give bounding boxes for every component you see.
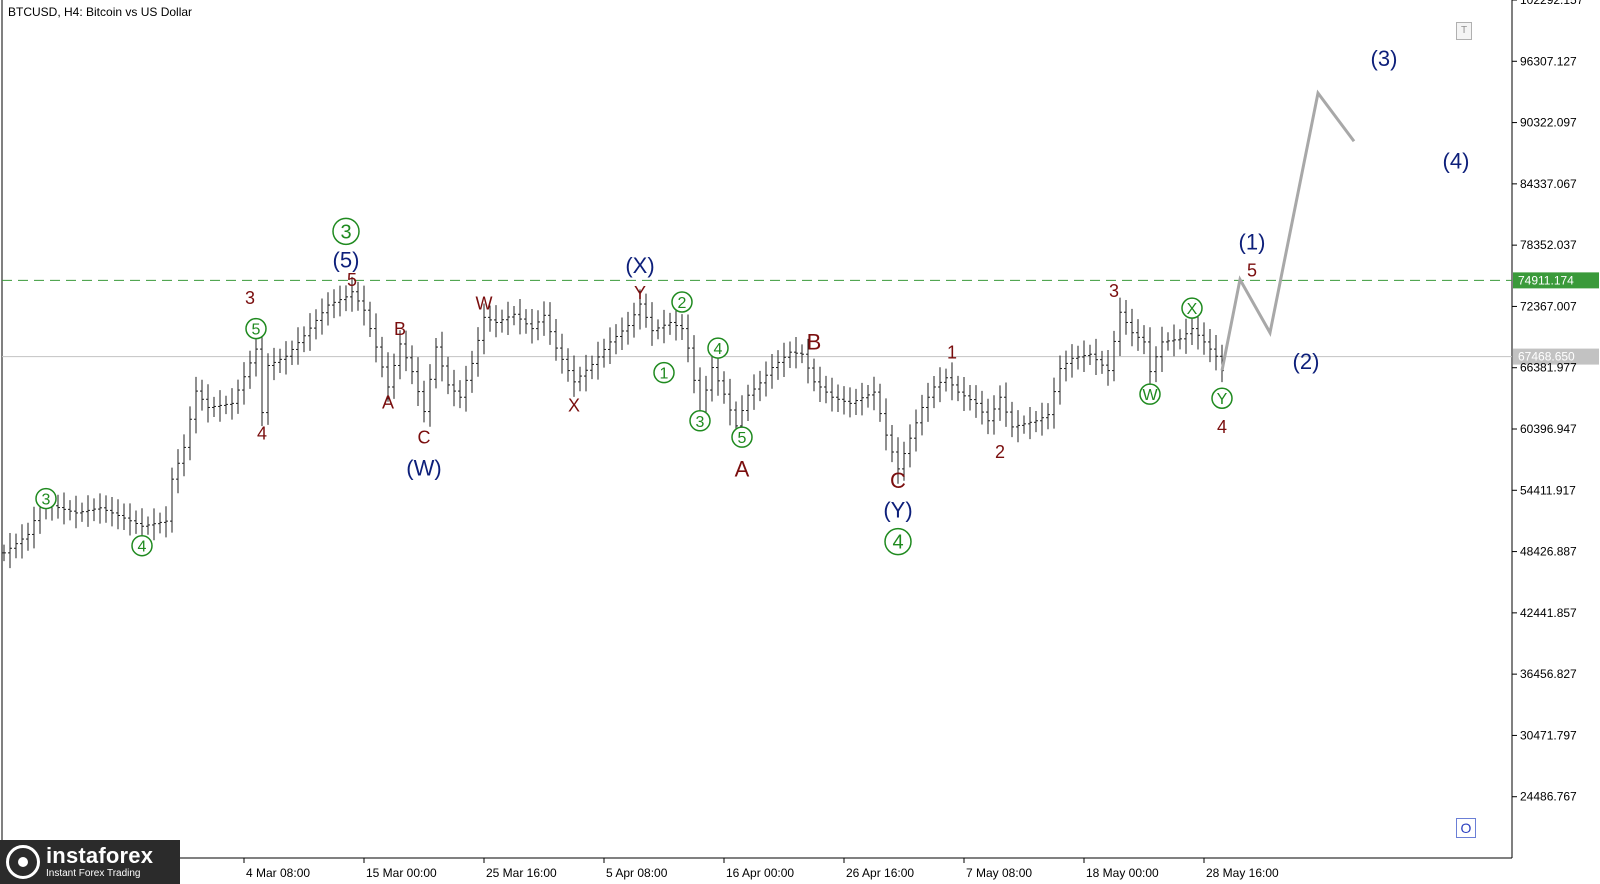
wave-label: 4 — [138, 539, 147, 556]
wave-label: W — [476, 293, 493, 313]
reference-lines: 74911.174 67468.650 — [2, 272, 1599, 365]
wave-label: (4) — [1443, 148, 1470, 173]
wave-label: 3 — [340, 221, 351, 243]
wave-label: B — [394, 319, 406, 339]
wave-label: 1 — [947, 342, 957, 362]
y-tick-label: 72367.007 — [1520, 299, 1577, 313]
wave-label-circle — [1139, 383, 1161, 405]
wave-label: 4 — [257, 423, 267, 443]
y-tick-label: 42441.857 — [1520, 606, 1577, 620]
y-tick-label: 30471.797 — [1520, 728, 1577, 742]
x-tick-label: 25 Mar 16:00 — [486, 866, 557, 880]
wave-label: X — [568, 396, 580, 416]
y-tick-label: 54411.917 — [1520, 483, 1576, 497]
y-tick-label: 48426.887 — [1520, 545, 1577, 559]
wave-label-circle — [332, 217, 360, 246]
wave-label-circle — [245, 317, 267, 340]
wave-label-circle — [689, 410, 711, 432]
wave-label: (3) — [1371, 46, 1398, 71]
wave-label: B — [807, 330, 822, 355]
y-tick-label: 36456.827 — [1520, 667, 1577, 681]
price-box-label: 74911.174 — [1518, 273, 1574, 287]
toggle-panel-button[interactable]: T — [1456, 22, 1472, 40]
y-tick-label: 96307.127 — [1520, 54, 1577, 68]
gear-icon — [6, 845, 40, 879]
wave-label: 3 — [42, 492, 51, 509]
wave-label: 5 — [1247, 261, 1257, 281]
wave-label: C — [418, 427, 431, 447]
x-tick-label: 5 Apr 08:00 — [606, 866, 668, 880]
brand-logo: instaforex Instant Forex Trading — [0, 840, 180, 884]
wave-label: 2 — [678, 295, 687, 312]
wave-label-circle — [35, 487, 57, 510]
y-tick-label: 84337.067 — [1520, 177, 1577, 191]
wave-label: 1 — [660, 366, 669, 383]
brand-name: instaforex — [46, 843, 154, 868]
x-tick-label: 26 Apr 16:00 — [846, 866, 914, 880]
chart-title: BTCUSD, H4: Bitcoin vs US Dollar — [8, 5, 192, 19]
wave-label: (5) — [333, 248, 360, 273]
wave-label: 4 — [892, 532, 903, 554]
x-tick-label: 18 May 00:00 — [1086, 866, 1159, 880]
y-tick-label: 90322.097 — [1520, 116, 1577, 130]
x-tick-label: 7 May 08:00 — [966, 866, 1032, 880]
wave-label: (Y) — [883, 498, 912, 523]
wave-label-circle — [671, 291, 693, 313]
wave-label: A — [735, 457, 750, 482]
wave-label: 4 — [714, 341, 723, 358]
price-box — [1513, 348, 1599, 365]
x-tick-label: 15 Mar 00:00 — [366, 866, 437, 880]
wave-label-circle — [884, 527, 912, 556]
wave-label-circle — [707, 337, 729, 359]
wave-label: 3 — [1109, 281, 1119, 301]
price-box-label: 67468.650 — [1518, 350, 1575, 364]
y-tick-label: 102292.157 — [1520, 0, 1584, 7]
wave-label: (1) — [1239, 229, 1266, 254]
wave-label: Y — [634, 283, 646, 303]
options-button[interactable]: O — [1456, 818, 1476, 838]
x-tick-label: 28 May 16:00 — [1206, 866, 1279, 880]
wave-label-circle — [1211, 387, 1233, 409]
wave-label: Y — [1217, 391, 1228, 408]
wave-label: X — [1187, 301, 1198, 318]
wave-label: 2 — [995, 442, 1005, 462]
wave-label: 3 — [696, 414, 705, 431]
time-axis: 4 Mar 08:00 15 Mar 00:00 25 Mar 16:00 5 Apr… — [120, 858, 1279, 880]
y-tick-label: 78352.037 — [1520, 238, 1577, 252]
wave-label: (2) — [1293, 349, 1320, 374]
x-tick-label: 16 Apr 00:00 — [726, 866, 794, 880]
brand-tagline: Instant Forex Trading — [46, 868, 141, 879]
y-tick-label: 24486.767 — [1520, 790, 1577, 804]
wave-label-circle — [1181, 297, 1203, 319]
y-tick-label: 66381.977 — [1520, 361, 1577, 375]
x-tick-label: 4 Mar 08:00 — [246, 866, 310, 880]
projection-line — [1220, 89, 1356, 371]
wave-label: C — [890, 468, 906, 493]
wave-label: (X) — [625, 253, 654, 278]
wave-label-circle — [131, 534, 153, 557]
wave-label-circle — [653, 361, 675, 384]
wave-label: (W) — [406, 456, 441, 481]
wave-label-circle — [731, 426, 753, 448]
wave-label: A — [382, 393, 394, 413]
wave-labels: 345343(5)5ABC(W)WX(X)Y12345ABC(Y)4123WXY… — [35, 46, 1470, 557]
wave-label: W — [1142, 387, 1158, 404]
wave-label: 5 — [738, 430, 747, 447]
series-layer — [2, 89, 1356, 569]
wave-label: 4 — [1217, 417, 1227, 437]
price-axis: 102292.157 96307.127 90322.097 84337.067 783… — [1512, 0, 1584, 804]
wave-label: 5 — [252, 322, 261, 339]
y-tick-label: 60396.947 — [1520, 422, 1577, 436]
wave-label: 5 — [347, 270, 357, 290]
price-box — [1513, 272, 1599, 289]
wave-label: 3 — [245, 288, 255, 308]
